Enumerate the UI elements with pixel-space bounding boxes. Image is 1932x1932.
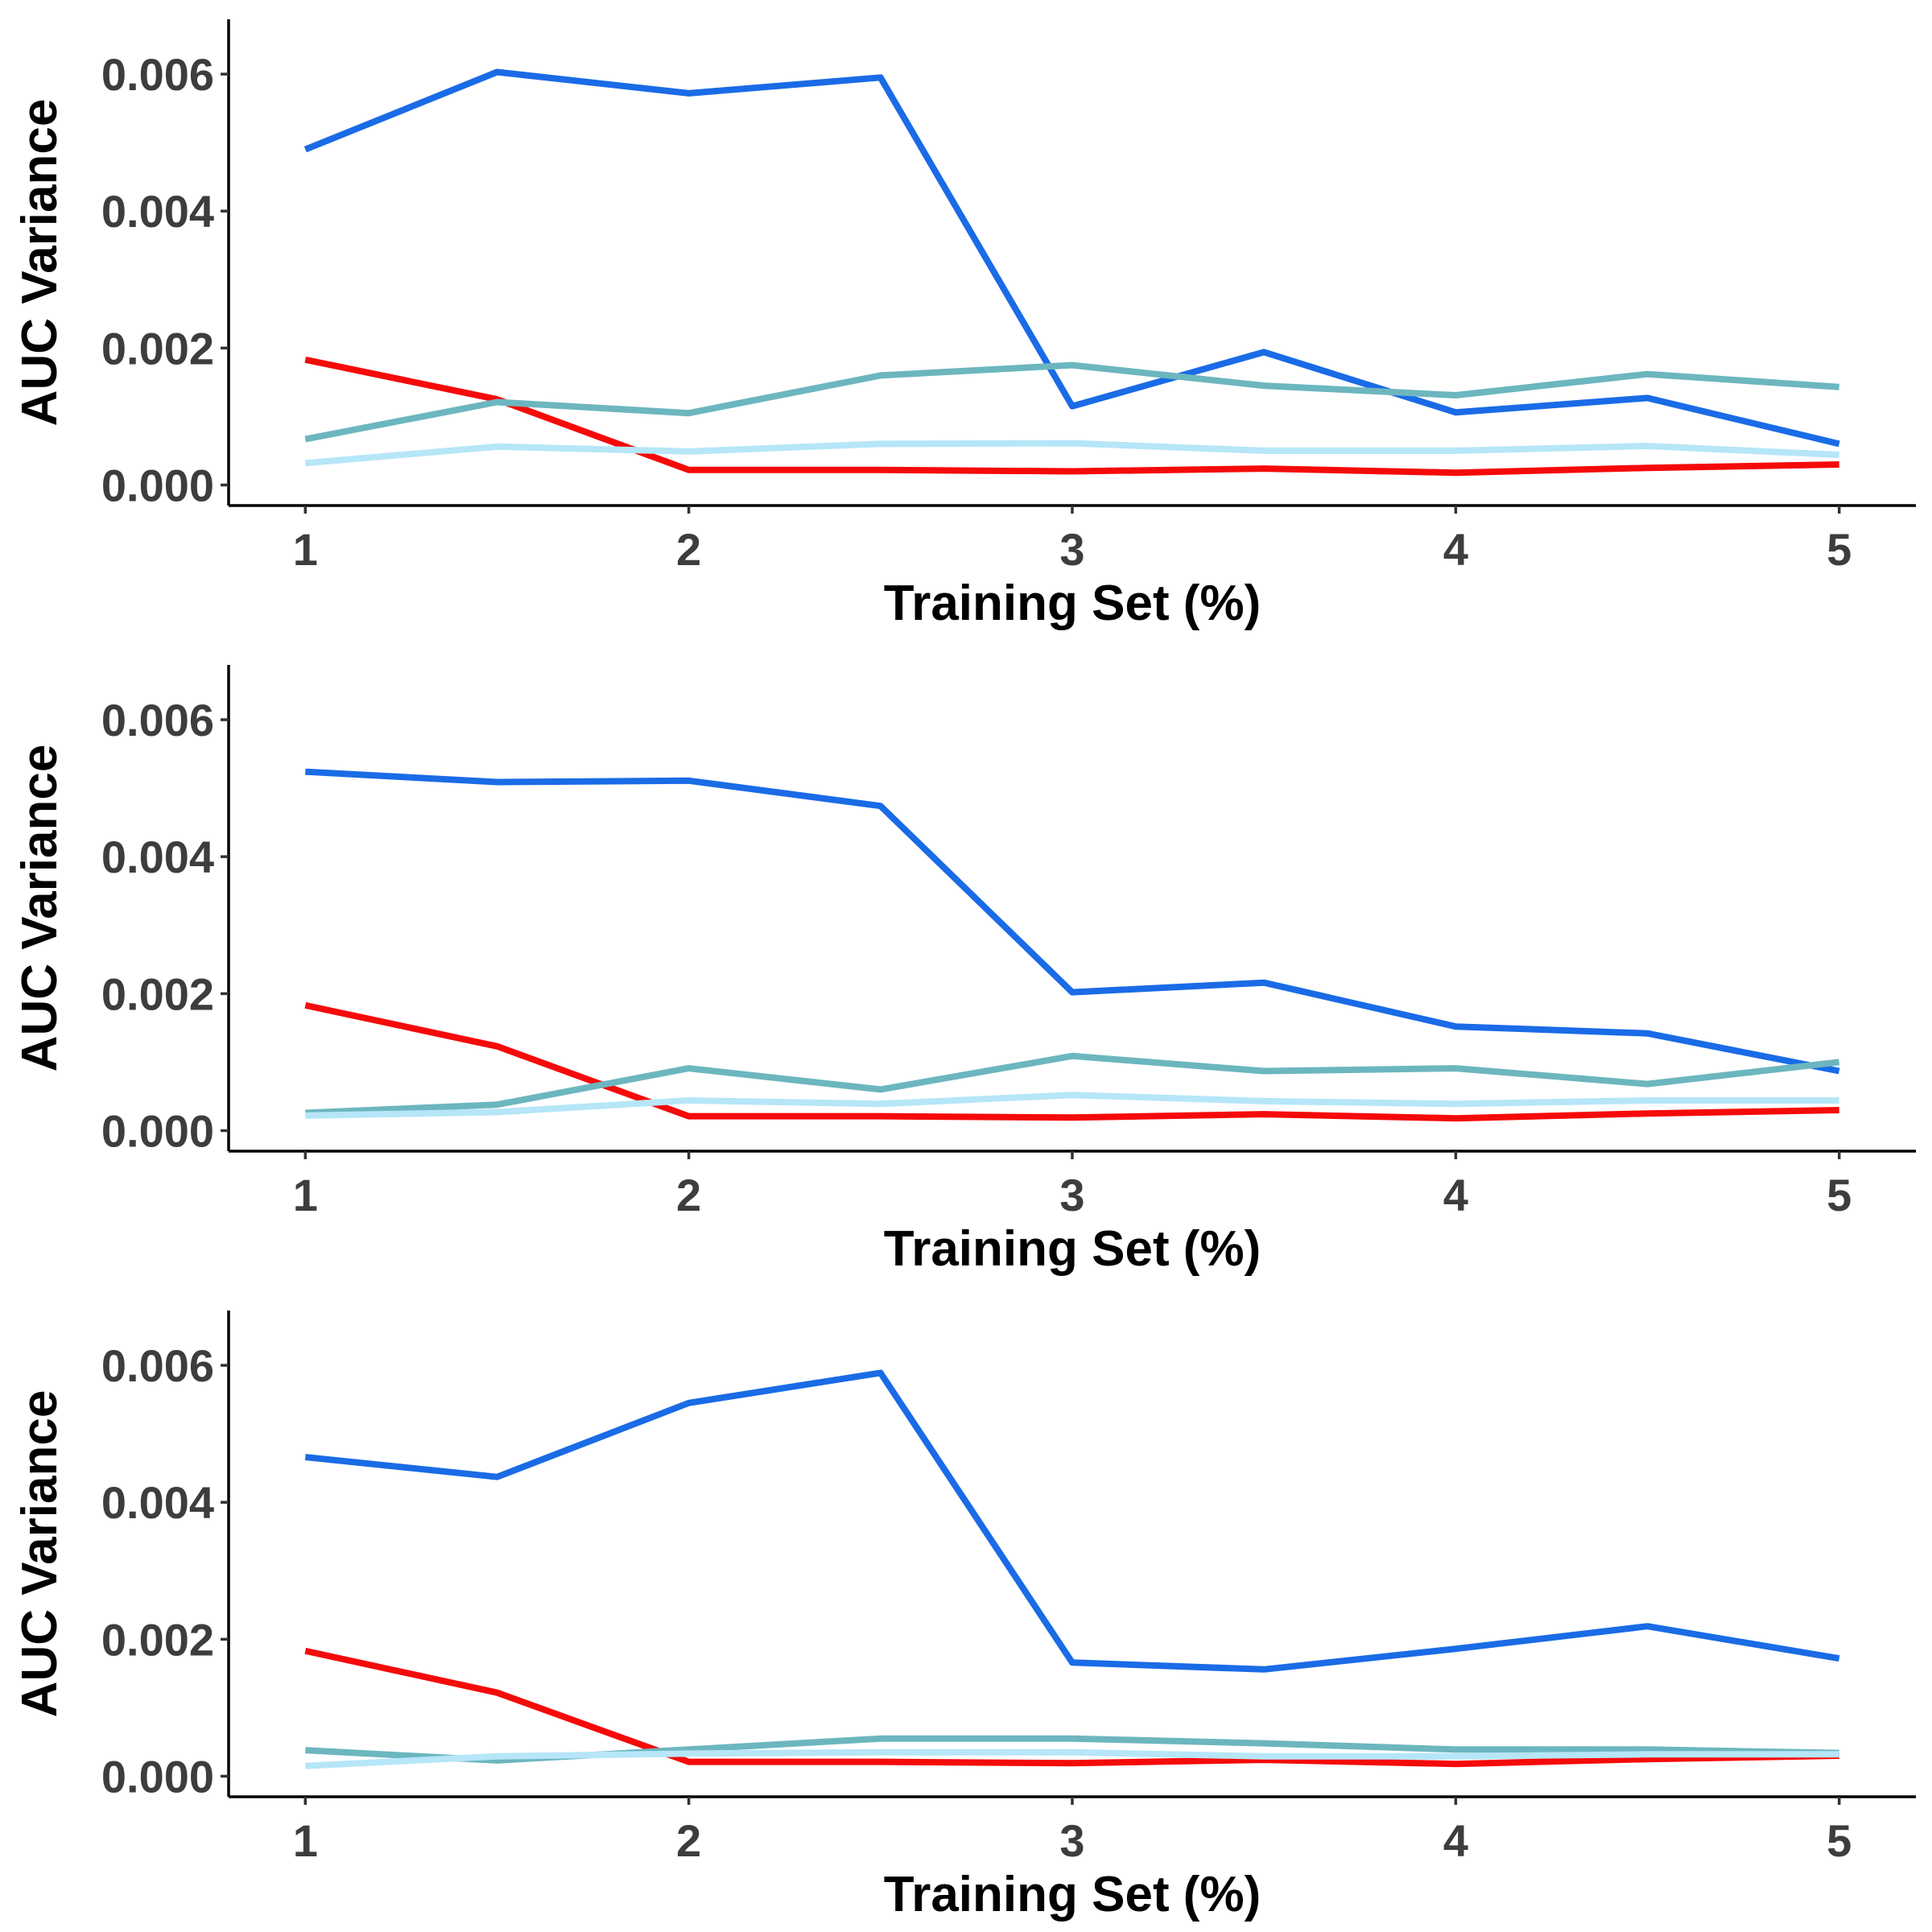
x-tick-label: 3 xyxy=(1059,1815,1084,1866)
y-tick-label: 0.002 xyxy=(101,1614,214,1665)
x-tick-label: 5 xyxy=(1827,1170,1852,1220)
y-tick-label: 0.004 xyxy=(101,1477,214,1528)
x-tick-label: 2 xyxy=(676,1170,701,1220)
x-axis-title: Training Set (%) xyxy=(884,1867,1261,1922)
x-tick-label: 1 xyxy=(293,1815,318,1866)
series-line-3 xyxy=(305,1052,1840,1117)
series-line-4 xyxy=(305,1748,1839,1769)
series-line-2 xyxy=(304,356,1839,477)
plot-panel-1: 0.000 0.002 0.004 0.006 1 2 3 4 5 Training Set (%… xyxy=(12,19,1916,631)
y-tick-label: 0.004 xyxy=(101,186,214,237)
y-tick-label: 0.002 xyxy=(101,323,214,374)
series-line-2 xyxy=(304,1001,1839,1122)
series-line-4 xyxy=(305,1092,1839,1119)
x-tick-label: 1 xyxy=(293,524,318,575)
y-tick-label: 0.002 xyxy=(101,968,214,1019)
x-tick-label: 5 xyxy=(1827,1815,1852,1866)
y-tick-label: 0.006 xyxy=(101,49,214,100)
x-tick-label: 3 xyxy=(1059,524,1084,575)
x-tick-label: 4 xyxy=(1443,1170,1468,1220)
x-tick-label: 5 xyxy=(1827,524,1852,575)
y-axis-title: AUC Variance xyxy=(12,99,68,427)
y-tick-label: 0.000 xyxy=(101,1105,214,1156)
y-tick-label: 0.004 xyxy=(101,832,214,882)
y-tick-label: 0.000 xyxy=(101,460,214,510)
y-tick-label: 0.000 xyxy=(101,1751,214,1802)
x-axis-title: Training Set (%) xyxy=(884,1221,1261,1277)
series-line-4 xyxy=(304,440,1839,467)
series-line-1 xyxy=(304,1369,1840,1673)
series-line-3 xyxy=(304,361,1839,443)
series-line-1 xyxy=(305,768,1840,1075)
y-tick-label: 0.006 xyxy=(101,1340,214,1391)
plot-panel-2: 0.000 0.002 0.004 0.006 1 2 3 4 5 Training Set (%… xyxy=(12,665,1916,1277)
series-line-2 xyxy=(304,1647,1839,1768)
x-tick-label: 3 xyxy=(1059,1170,1084,1220)
series-line-1 xyxy=(303,68,1840,448)
x-tick-label: 2 xyxy=(676,524,701,575)
y-axis-title: AUC Variance xyxy=(12,1390,68,1718)
x-tick-label: 2 xyxy=(676,1815,701,1866)
y-axis-title: AUC Variance xyxy=(12,745,68,1072)
y-tick-label: 0.006 xyxy=(101,695,214,745)
x-tick-label: 4 xyxy=(1443,524,1468,575)
x-axis-title: Training Set (%) xyxy=(884,576,1261,631)
x-tick-label: 4 xyxy=(1443,1815,1468,1866)
x-tick-label: 1 xyxy=(293,1170,318,1220)
plot-panel-3: 0.000 0.002 0.004 0.006 1 2 3 4 5 Training Set (%… xyxy=(12,1311,1916,1922)
